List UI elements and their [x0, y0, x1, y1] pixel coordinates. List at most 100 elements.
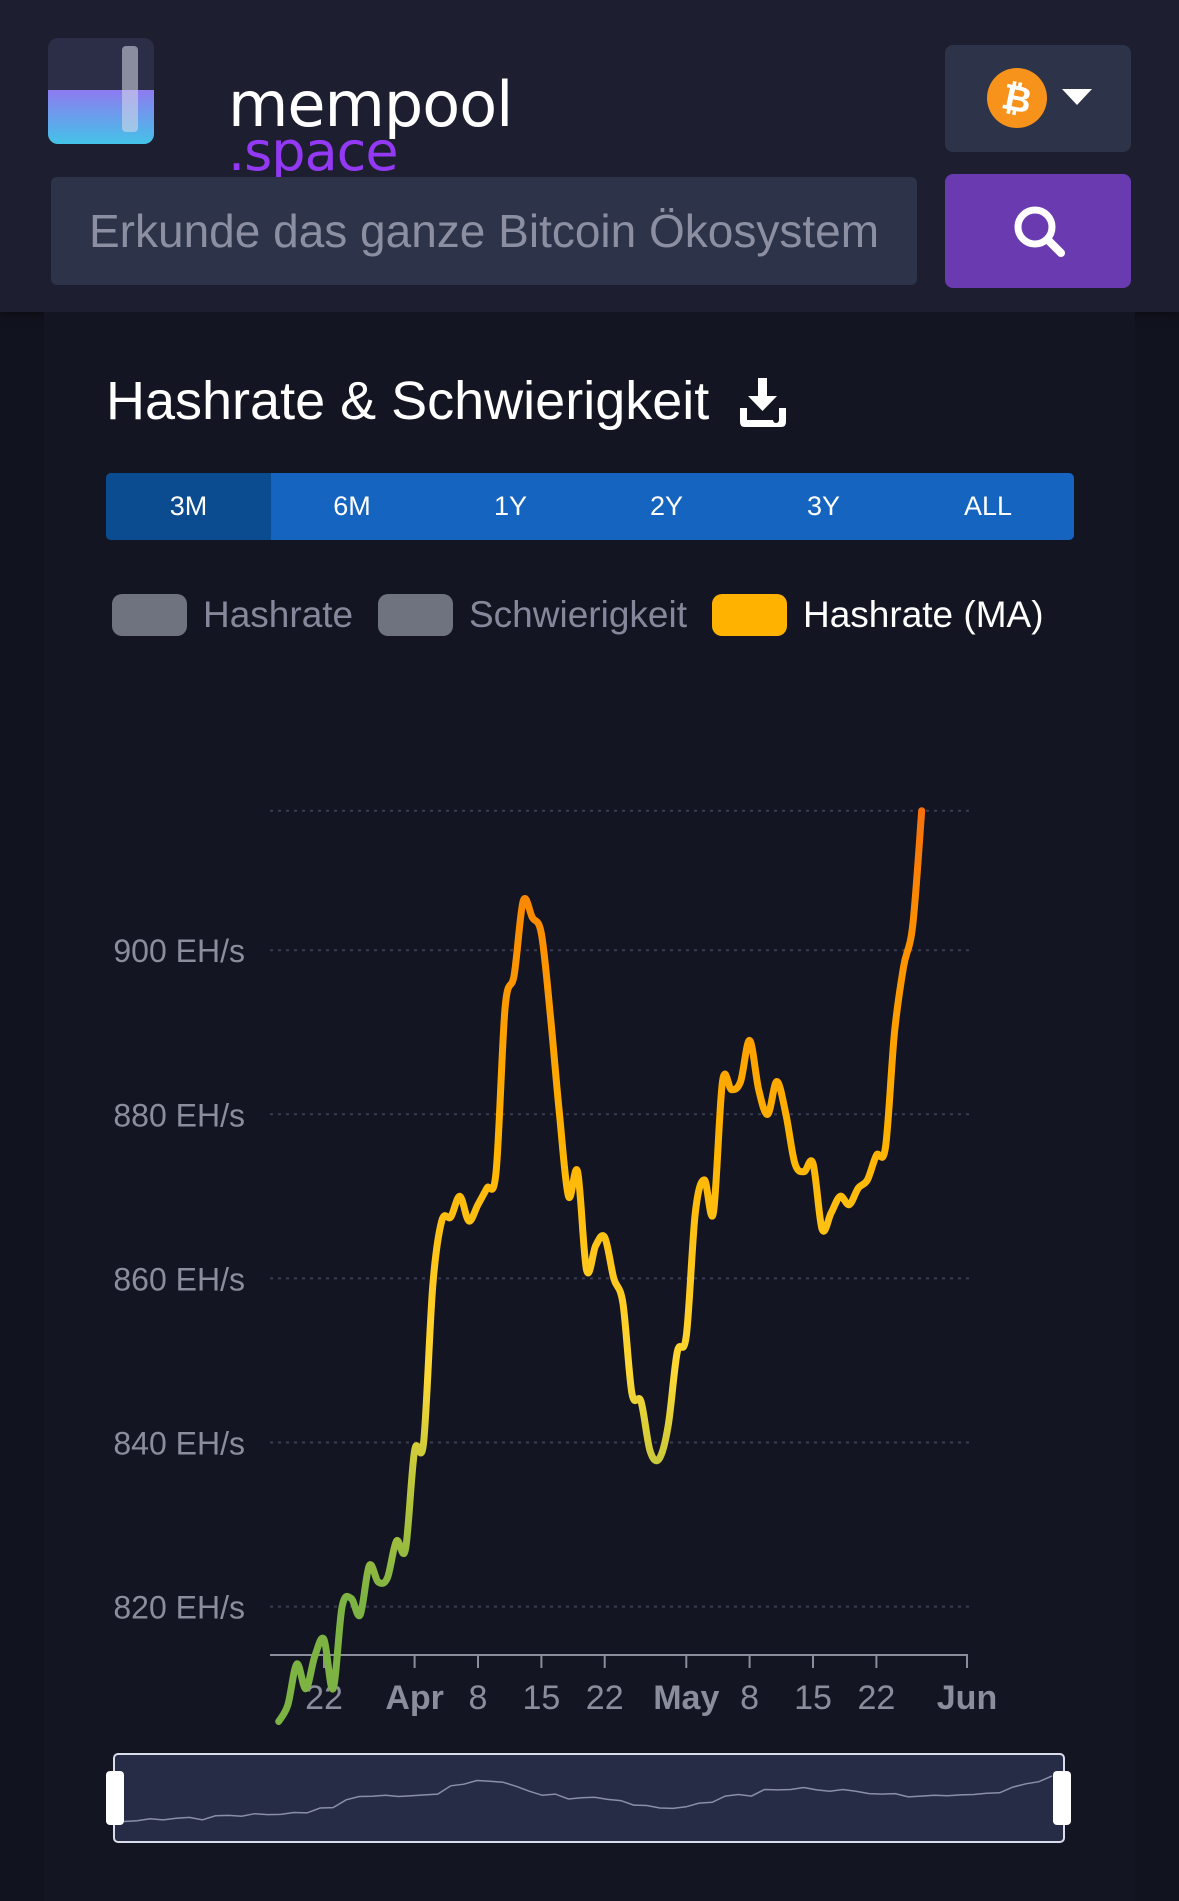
tab-3y[interactable]: 3Y — [806, 491, 841, 521]
data-point — [883, 1144, 889, 1150]
data-point — [294, 1661, 300, 1667]
zoom-handle-left[interactable] — [106, 1771, 124, 1825]
data-point — [475, 1202, 481, 1208]
data-point — [892, 1029, 898, 1035]
data-point — [647, 1448, 653, 1454]
data-point — [339, 1604, 345, 1610]
data-point — [421, 1440, 427, 1446]
data-point — [810, 1161, 816, 1167]
data-point — [901, 964, 907, 970]
data-point — [466, 1218, 472, 1224]
data-point — [394, 1538, 400, 1544]
chart-gridlines — [270, 809, 970, 1608]
tab-1y[interactable]: 1Y — [493, 491, 528, 521]
y-tick-label: 860 EH/s — [113, 1261, 245, 1297]
data-point — [729, 1087, 735, 1093]
data-point — [575, 1169, 581, 1175]
data-point — [629, 1390, 635, 1396]
data-point — [756, 1087, 762, 1093]
zoom-handle-right[interactable] — [1053, 1771, 1071, 1825]
data-point — [529, 914, 535, 920]
data-point — [584, 1267, 590, 1273]
data-point — [593, 1243, 599, 1249]
x-tick-label: May — [653, 1679, 719, 1717]
data-point — [412, 1448, 418, 1454]
data-point — [864, 1177, 870, 1183]
data-point — [502, 1005, 508, 1011]
data-point — [611, 1275, 617, 1281]
time-range-tabs: 3M 6M 1Y 2Y 3Y ALL — [106, 473, 1074, 540]
data-point — [910, 923, 916, 929]
data-point — [303, 1686, 309, 1692]
data-point — [511, 972, 517, 978]
data-point — [520, 898, 526, 904]
data-point — [357, 1612, 363, 1618]
data-point — [828, 1210, 834, 1216]
data-point — [493, 1169, 499, 1175]
tab-3m[interactable]: 3M — [106, 473, 271, 540]
search-icon — [1014, 206, 1065, 257]
data-point — [484, 1185, 490, 1191]
x-tick-label: Jun — [937, 1679, 997, 1717]
tab-2y[interactable]: 2Y — [649, 491, 684, 521]
mempool-logo[interactable]: mempool .space — [48, 38, 513, 183]
data-point — [846, 1202, 852, 1208]
zoom-preview-line — [123, 1775, 1053, 1823]
data-point — [720, 1079, 726, 1085]
data-point — [366, 1563, 372, 1569]
search-input[interactable] — [51, 177, 917, 285]
data-point — [919, 808, 925, 814]
logo-text-mempool: mempool — [228, 68, 513, 141]
zoom-slider — [106, 1753, 1071, 1843]
data-point — [448, 1214, 454, 1220]
data-point — [873, 1152, 879, 1158]
x-tick-label: 22 — [857, 1679, 895, 1717]
x-axis: 22 Apr 8 15 22 May 8 15 22 Jun — [270, 1654, 997, 1717]
page-title: Hashrate & Schwierigkeit — [106, 371, 710, 431]
legend-swatch-hashrate-ma — [712, 594, 787, 636]
data-point — [602, 1234, 608, 1240]
data-point — [801, 1169, 807, 1175]
data-point — [783, 1111, 789, 1117]
data-point — [276, 1719, 282, 1725]
data-point — [692, 1210, 698, 1216]
series-points — [276, 808, 925, 1725]
chart-panel — [44, 312, 1135, 1901]
data-point — [557, 1111, 563, 1117]
data-point — [774, 1079, 780, 1085]
network-selector-graphics: ₿ — [987, 68, 1092, 128]
bitcoin-icon: ₿ — [987, 68, 1047, 128]
legend-item-hashrate[interactable]: Hashrate — [112, 590, 353, 640]
data-point — [855, 1185, 861, 1191]
data-point — [439, 1218, 445, 1224]
search-button[interactable] — [945, 174, 1131, 288]
tab-6m[interactable]: 6M — [333, 491, 371, 521]
data-point — [792, 1161, 798, 1167]
y-axis-labels: 820 EH/s 840 EH/s 860 EH/s 880 EH/s 900 EH/s — [113, 933, 245, 1625]
y-tick-label: 820 EH/s — [113, 1590, 245, 1626]
data-point — [674, 1349, 680, 1355]
x-tick-label: 15 — [794, 1679, 832, 1717]
data-point — [747, 1038, 753, 1044]
data-point — [547, 1013, 553, 1019]
data-point — [384, 1575, 390, 1581]
legend-label-hashrate: Hashrate — [203, 594, 354, 635]
chevron-down-icon — [1062, 89, 1092, 105]
legend-item-hashrate-ma[interactable]: Hashrate (MA) — [712, 590, 1044, 640]
mempool-logo-icon — [48, 38, 154, 144]
y-tick-label: 900 EH/s — [113, 933, 245, 969]
data-point — [638, 1399, 644, 1405]
network-selector-button[interactable]: ₿ — [945, 45, 1131, 152]
data-point — [321, 1636, 327, 1642]
data-point — [656, 1456, 662, 1462]
legend-item-difficulty[interactable]: Schwierigkeit — [378, 590, 687, 640]
x-tick-label: Apr — [385, 1679, 444, 1717]
data-point — [285, 1702, 291, 1708]
logo-text-space: .space — [228, 120, 399, 183]
data-point — [348, 1595, 354, 1601]
data-point — [375, 1579, 381, 1585]
tab-all[interactable]: ALL — [963, 491, 1013, 521]
download-icon[interactable] — [736, 376, 790, 430]
data-point — [430, 1284, 436, 1290]
